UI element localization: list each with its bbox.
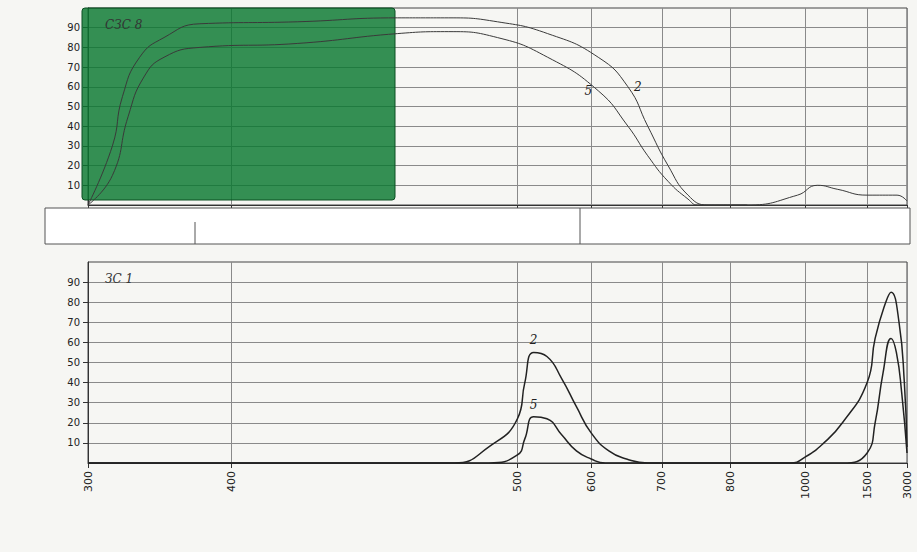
svg-text:3000: 3000 [901, 471, 914, 499]
svg-text:60: 60 [67, 337, 80, 348]
svg-text:70: 70 [67, 317, 80, 328]
svg-text:700: 700 [655, 471, 668, 492]
svg-text:2: 2 [529, 333, 538, 347]
svg-text:50: 50 [67, 101, 80, 112]
svg-text:90: 90 [67, 277, 80, 288]
svg-text:90: 90 [67, 22, 80, 33]
svg-text:500: 500 [511, 471, 524, 492]
svg-text:20: 20 [67, 417, 80, 428]
svg-text:800: 800 [724, 471, 737, 492]
svg-text:10: 10 [67, 437, 80, 448]
svg-text:1000: 1000 [799, 471, 812, 499]
svg-text:1500: 1500 [861, 471, 874, 499]
svg-text:40: 40 [67, 121, 80, 132]
svg-text:50: 50 [67, 357, 80, 368]
svg-text:20: 20 [67, 160, 80, 171]
svg-text:600: 600 [585, 471, 598, 492]
svg-text:300: 300 [82, 471, 95, 492]
svg-text:80: 80 [67, 42, 80, 53]
svg-text:5: 5 [585, 84, 593, 98]
svg-text:10: 10 [67, 180, 80, 191]
svg-text:2: 2 [633, 80, 642, 94]
svg-text:30: 30 [67, 140, 80, 151]
svg-text:30: 30 [67, 397, 80, 408]
svg-text:70: 70 [67, 62, 80, 73]
svg-text:60: 60 [67, 81, 80, 92]
svg-text:СЗС 8: СЗС 8 [105, 18, 143, 32]
svg-text:400: 400 [225, 471, 238, 492]
svg-text:5: 5 [530, 398, 538, 412]
svg-text:ЗС 1: ЗС 1 [105, 272, 133, 286]
svg-text:80: 80 [67, 297, 80, 308]
svg-text:40: 40 [67, 377, 80, 388]
